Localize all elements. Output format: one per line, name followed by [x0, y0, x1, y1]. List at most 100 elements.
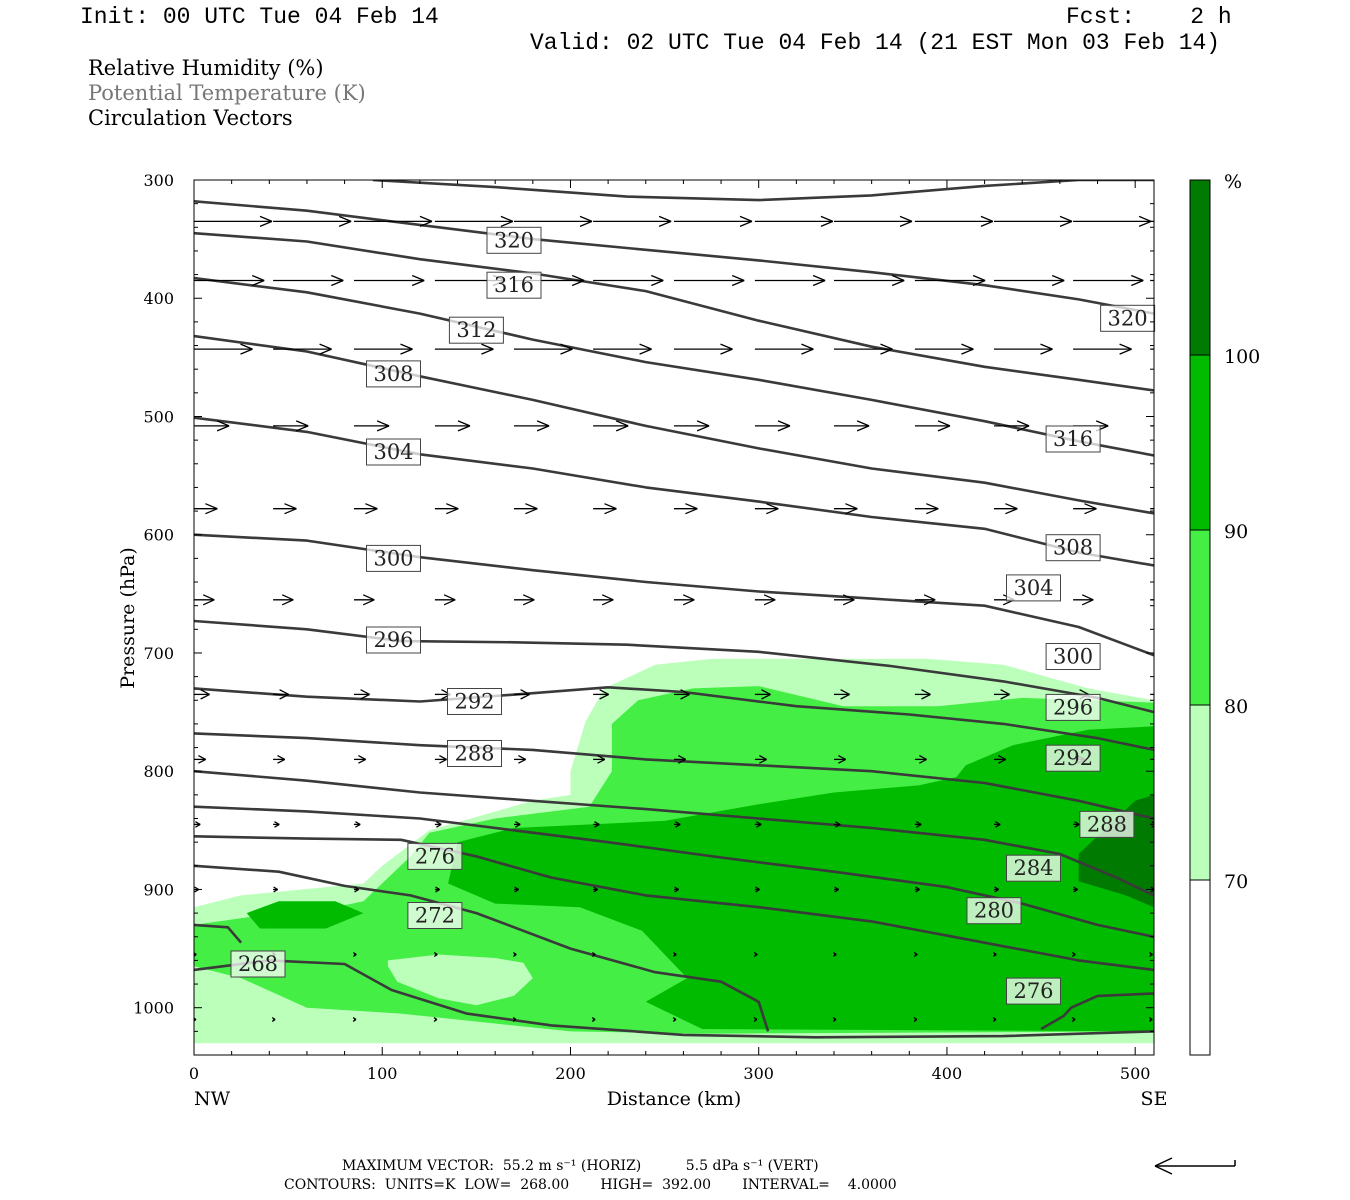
vector-arrow — [834, 343, 893, 355]
theta-contour-312-12 — [194, 334, 1154, 515]
vector-arrow — [514, 343, 573, 355]
vector-arrow — [434, 420, 471, 432]
colorbar-label: 90 — [1224, 521, 1248, 543]
theta-label-box — [1100, 304, 1156, 332]
theta-label: 312 — [448, 316, 504, 344]
theta-label-text: 268 — [238, 952, 278, 976]
vector-arrow — [591, 1017, 596, 1022]
vector-arrow — [514, 821, 521, 828]
vector-arrow — [754, 503, 779, 515]
vector-arrow — [433, 1017, 438, 1022]
vector-arrow — [1073, 821, 1080, 828]
y-tick-label: 300 — [143, 171, 174, 190]
max-vector-info: MAXIMUM VECTOR: 55.2 m s⁻¹ (HORIZ) 5.5 d… — [342, 1158, 819, 1174]
rh-region-100-4 — [1078, 794, 1154, 908]
circulation-vectors — [194, 215, 1154, 1022]
reference-vector — [1154, 1157, 1236, 1175]
x-tick-label: 200 — [555, 1064, 586, 1083]
vector-arrow — [593, 689, 609, 700]
vector-arrow — [273, 503, 297, 515]
vector-arrow — [994, 274, 1065, 287]
y-axis-label: Pressure (hPa) — [117, 547, 139, 689]
theta-contour-320-15 — [194, 200, 1154, 315]
y-tick-label: 600 — [143, 526, 174, 545]
vector-arrow — [593, 821, 600, 828]
vector-arrow — [674, 274, 745, 287]
theta-label-text: 316 — [1053, 427, 1093, 451]
vector-arrow — [674, 689, 690, 700]
theta-contour-320-14 — [194, 231, 1154, 392]
theta-label-text: 304 — [1013, 576, 1053, 600]
colorbar-frame — [1189, 179, 1211, 1056]
theta-label: 300 — [1045, 643, 1101, 670]
vector-arrow — [354, 821, 361, 828]
vector-arrow — [754, 689, 771, 700]
theta-label: 272 — [407, 902, 463, 929]
vector-arrow — [273, 821, 280, 828]
vector-arrow — [1073, 594, 1094, 606]
vector-arrow — [194, 821, 201, 828]
vector-arrow — [672, 1017, 677, 1022]
theta-contour-272-1 — [194, 923, 243, 944]
vector-arrow — [273, 274, 344, 287]
vector-arrow — [273, 420, 309, 432]
vector-arrow — [994, 343, 1053, 355]
theta-label-box — [447, 740, 502, 767]
vector-arrow — [514, 886, 520, 893]
theta-label: 296 — [1045, 693, 1101, 721]
x-tick-label: 100 — [367, 1064, 398, 1083]
vector-arrow — [434, 755, 447, 764]
vector-arrow — [1150, 821, 1154, 828]
vector-arrow — [1150, 758, 1154, 761]
colorbar-swatch — [1190, 355, 1210, 530]
theta-contour-276-3 — [1040, 992, 1154, 1031]
vector-arrow — [273, 343, 332, 355]
theta-label: 304 — [366, 438, 421, 466]
theta-label: 268 — [230, 950, 286, 978]
theta-contour-304-10 — [194, 533, 1154, 657]
vector-arrow — [271, 1017, 276, 1022]
colorbar-label: 70 — [1224, 871, 1248, 893]
theta-label: 304 — [1006, 574, 1061, 602]
se-end-label: SE — [1141, 1088, 1168, 1110]
vector-arrow — [434, 503, 459, 515]
vector-arrow — [194, 215, 273, 227]
vector-arrow — [992, 1017, 997, 1022]
y-tick-label: 400 — [143, 289, 174, 308]
vector-arrow — [354, 420, 390, 432]
theta-label-box — [366, 626, 421, 654]
vector-arrow — [1073, 343, 1132, 355]
vector-arrow — [674, 420, 710, 432]
vector-arrow — [593, 503, 617, 515]
vector-arrow — [834, 594, 855, 606]
vector-arrow — [994, 420, 1030, 432]
theta-contour-284-5 — [194, 805, 1154, 939]
theta-label-text: 288 — [1087, 812, 1127, 836]
theta-contours — [194, 180, 1154, 1039]
vector-arrow — [352, 951, 357, 958]
rh-hole-0 — [387, 954, 533, 1006]
vector-arrow — [194, 274, 265, 287]
theta-label-box — [1045, 643, 1101, 670]
vector-arrow — [194, 689, 210, 700]
valid-time: Valid: 02 UTC Tue 04 Feb 14 (21 EST Mon … — [530, 30, 1221, 56]
rh-region-90-2 — [448, 726, 1154, 1032]
vector-arrow — [994, 821, 1001, 828]
vector-arrow — [913, 1017, 918, 1022]
vector-arrow — [754, 594, 776, 606]
y-tick-label: 900 — [143, 881, 174, 900]
vector-arrow — [674, 503, 698, 515]
colorbar-swatch — [1190, 180, 1210, 355]
theta-contour-292-7 — [194, 732, 1154, 820]
theta-label-box — [366, 438, 421, 466]
vector-arrow — [834, 274, 905, 287]
vector-arrow — [832, 951, 837, 958]
vector-arrow — [914, 215, 994, 227]
vector-arrow — [434, 215, 514, 227]
colorbar-unit: % — [1224, 171, 1242, 193]
vector-arrow — [754, 215, 834, 227]
theta-label-text: 316 — [494, 273, 534, 297]
vector-arrow — [194, 420, 230, 432]
plot-frame — [193, 179, 1155, 1056]
theta-label-box — [366, 360, 421, 388]
